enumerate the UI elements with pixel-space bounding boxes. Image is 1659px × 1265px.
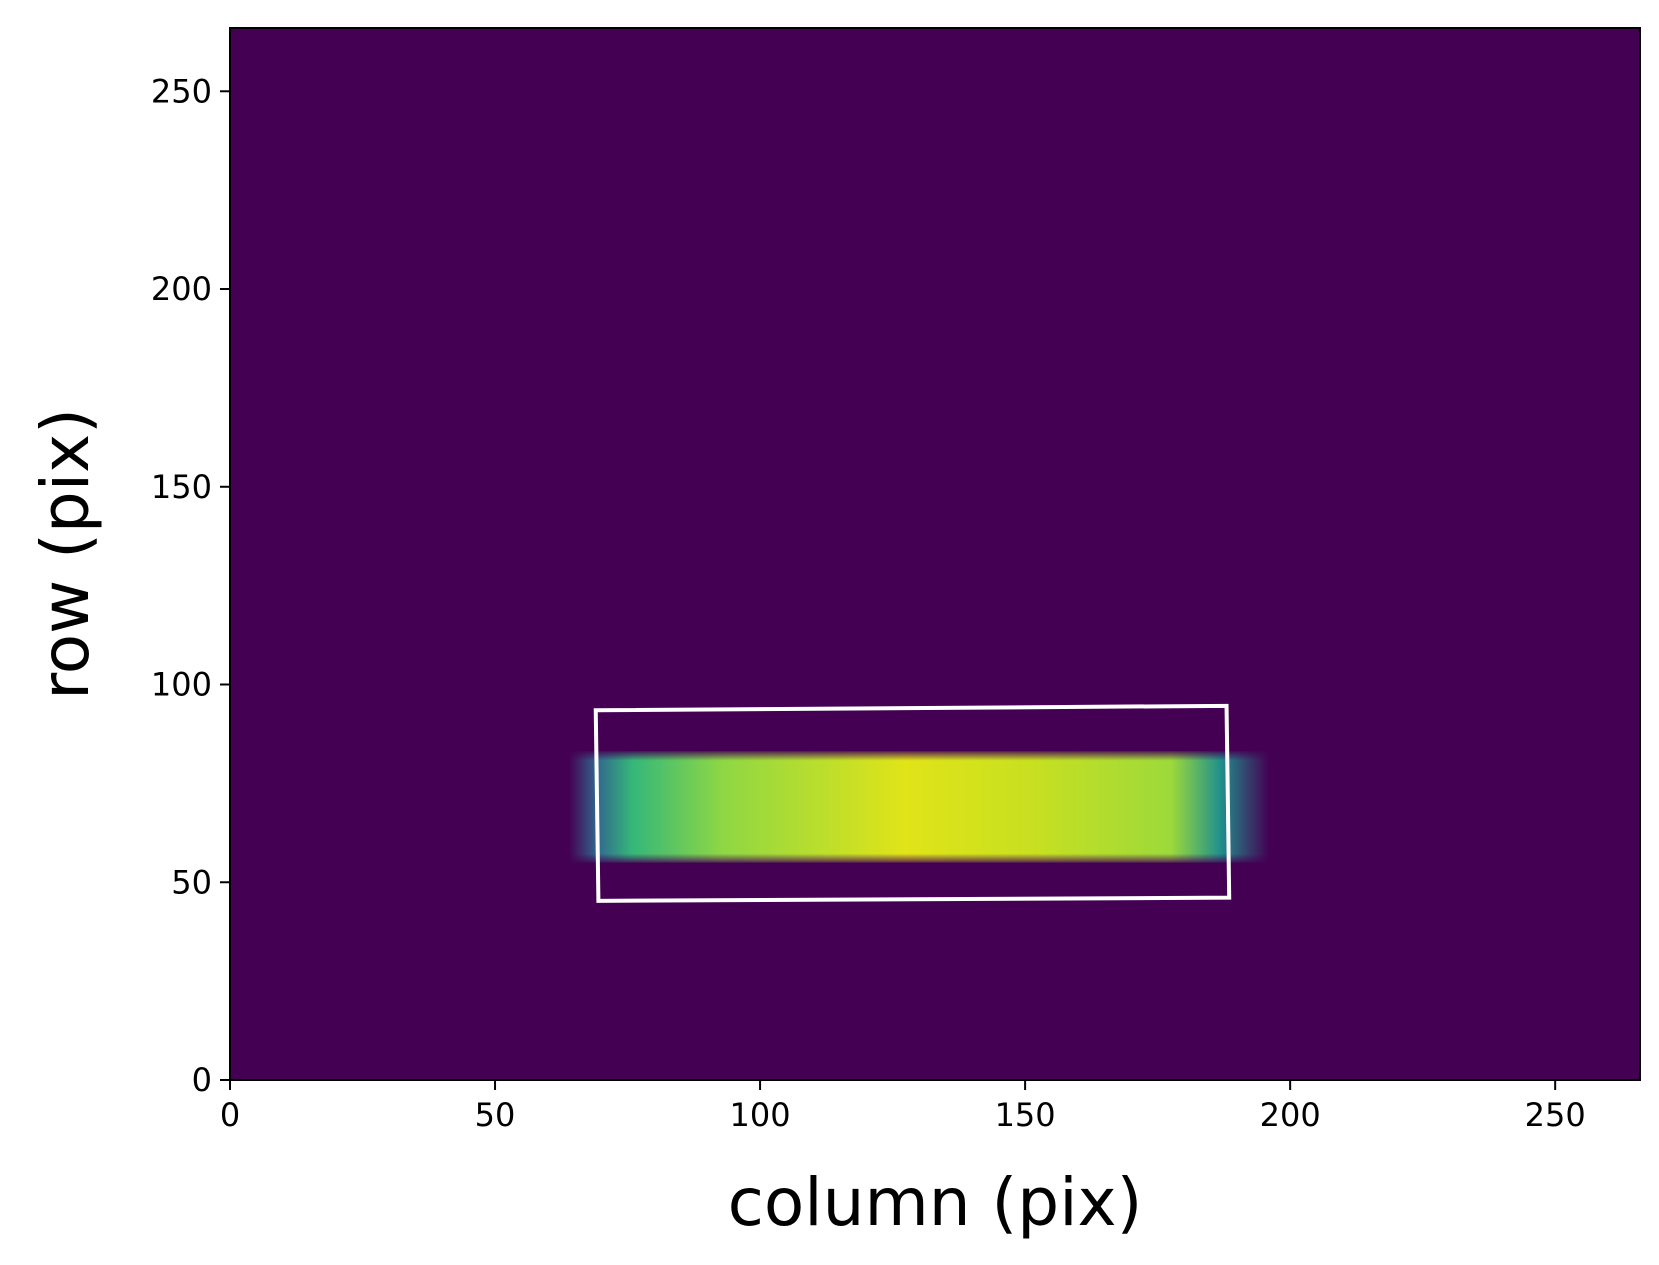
y-tick-label: 100 [151, 666, 212, 704]
y-tick-label: 150 [151, 468, 212, 506]
x-tick-label: 200 [1260, 1096, 1321, 1134]
axes-frame [229, 27, 1641, 1081]
y-tick-label: 250 [151, 72, 212, 110]
x-tick-label: 100 [730, 1096, 791, 1134]
x-axis-label: column (pix) [728, 1164, 1143, 1241]
bright-region-edge [569, 751, 1269, 863]
y-tick-label: 200 [151, 270, 212, 308]
selection-box [593, 703, 1232, 903]
x-tick-label: 250 [1525, 1096, 1586, 1134]
y-axis-label: row (pix) [27, 408, 104, 700]
y-tick-label: 0 [192, 1061, 212, 1099]
y-tick-label: 50 [171, 863, 212, 901]
x-tick-label: 150 [995, 1096, 1056, 1134]
x-tick-label: 0 [220, 1096, 240, 1134]
image-background [230, 28, 1640, 1080]
x-tick-label: 50 [475, 1096, 516, 1134]
